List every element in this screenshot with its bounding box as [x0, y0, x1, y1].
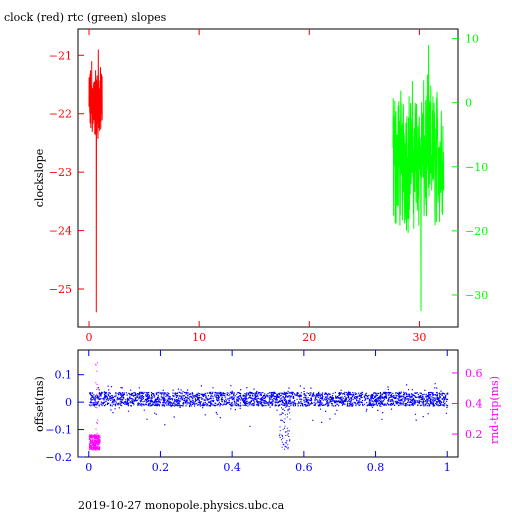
offset-y-axis-label: offset(ms): [33, 376, 46, 432]
slopes-panel: 0 10 20 30 −21 −22 −23 −24 −25 10 0 −10 −20 −30 clo…: [33, 28, 488, 344]
slopes-x-tick-label: 10: [192, 331, 206, 344]
footer-text: 2019-10-27 monopole.physics.ubc.ca: [78, 499, 285, 512]
slopes-y2-tick-label: 10: [465, 33, 479, 46]
offset-y-ticks: 0.1 0 −0.1 −0.2: [45, 369, 84, 464]
slopes-y-ticks: −21 −22 −23 −24 −25: [49, 49, 84, 296]
clock-series-line: [88, 49, 103, 313]
offset-x-tick-label: 1: [444, 461, 451, 474]
slopes-x-tick-label: 30: [412, 331, 426, 344]
chart-title: clock (red) rtc (green) slopes: [4, 11, 167, 24]
offset-panel: 0 0.2 0.4 0.6 0.8 1 0.1 0 −0.1 −0.2 0.6 0.4 0.2 of…: [33, 349, 501, 474]
rtc-series-line: [392, 44, 445, 312]
slopes-y2-tick-label: −20: [465, 225, 488, 238]
offset-x-ticks: 0 0.2 0.4 0.6 0.8 1: [85, 350, 451, 474]
slopes-y-tick-label: −23: [49, 166, 72, 179]
slopes-y-tick-label: −21: [49, 49, 72, 62]
offset-y-tick-label: 0.1: [55, 369, 73, 382]
offset-y-tick-label: −0.1: [45, 424, 72, 437]
slopes-y2-tick-label: −30: [465, 289, 488, 302]
slopes-y-axis-label: clockslope: [33, 149, 46, 207]
rndtrip-points: [88, 362, 101, 451]
slopes-x-tick-label: 20: [302, 331, 316, 344]
slopes-y-tick-label: −22: [49, 108, 72, 121]
slopes-series: [88, 44, 445, 313]
offset-x-tick-label: 0: [85, 461, 92, 474]
rndtrip-y2-tick-label: 0.2: [465, 428, 483, 441]
rndtrip-y2-ticks: 0.6 0.4 0.2: [452, 367, 483, 441]
offset-y-tick-label: 0: [65, 396, 72, 409]
rndtrip-y-axis-label: rnd-trip(ms): [488, 376, 501, 444]
slopes-x-ticks: 0 10 20 30: [86, 29, 426, 344]
offset-points: [88, 383, 449, 450]
slopes-y-tick-label: −24: [49, 225, 72, 238]
offset-series: [88, 362, 449, 451]
rndtrip-y2-tick-label: 0.6: [465, 367, 483, 380]
offset-x-tick-label: 0.2: [152, 461, 170, 474]
offset-x-tick-label: 0.4: [223, 461, 241, 474]
slopes-y-tick-label: −25: [49, 283, 72, 296]
rndtrip-y2-tick-label: 0.4: [465, 398, 483, 411]
slopes-x-tick-label: 0: [86, 331, 93, 344]
slopes-y2-ticks: 10 0 −10 −20 −30: [452, 33, 488, 302]
slopes-y2-tick-label: −10: [465, 161, 488, 174]
offset-x-tick-label: 0.8: [367, 461, 385, 474]
offset-x-tick-label: 0.6: [295, 461, 313, 474]
slopes-plot-frame: [77, 28, 459, 328]
offset-y-tick-label: −0.2: [45, 451, 72, 464]
slopes-y2-tick-label: 0: [465, 97, 472, 110]
